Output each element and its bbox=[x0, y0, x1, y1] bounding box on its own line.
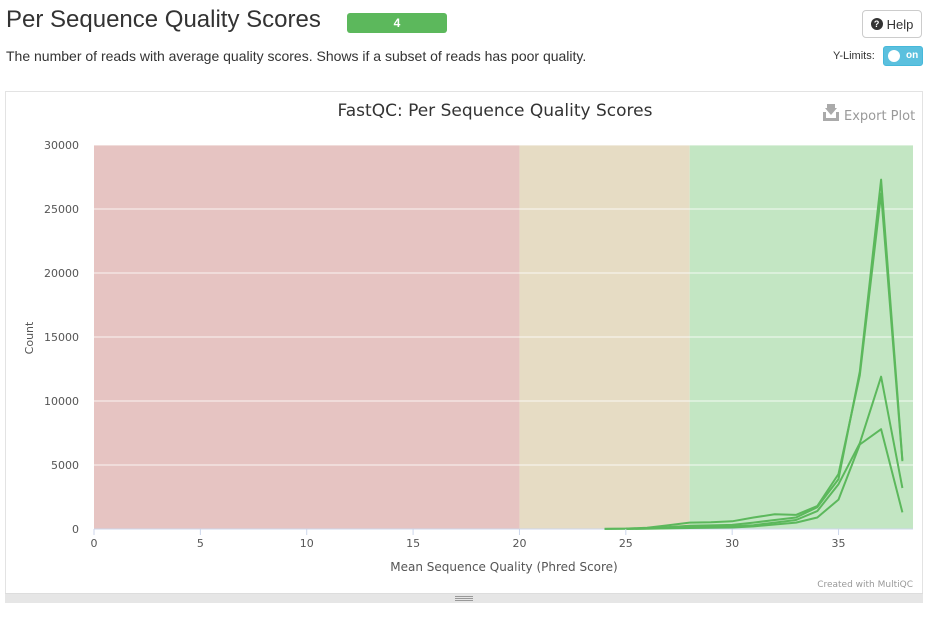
ylimits-toggle[interactable]: on bbox=[883, 46, 923, 66]
plot-panel: FastQC: Per Sequence Quality Scores Expo… bbox=[5, 91, 923, 601]
y-tick-label: 15000 bbox=[44, 331, 79, 344]
page-title: Per Sequence Quality Scores bbox=[6, 6, 321, 33]
series-line-2[interactable] bbox=[604, 192, 904, 530]
y-tick-label: 20000 bbox=[44, 267, 79, 280]
x-tick-label: 30 bbox=[725, 537, 739, 550]
y-tick-label: 0 bbox=[72, 523, 79, 536]
y-tick-label: 25000 bbox=[44, 203, 79, 216]
sample-count-badge: 4 bbox=[347, 13, 447, 33]
download-icon bbox=[823, 104, 839, 121]
grip-icon bbox=[455, 596, 473, 601]
x-axis-label: Mean Sequence Quality (Phred Score) bbox=[390, 560, 618, 574]
x-tick-label: 5 bbox=[197, 537, 204, 550]
export-plot-button[interactable]: Export Plot bbox=[823, 104, 915, 124]
toggle-knob bbox=[888, 50, 900, 62]
question-circle-icon: ? bbox=[870, 18, 883, 30]
help-button-label: Help bbox=[886, 16, 914, 32]
y-tick-label: 10000 bbox=[44, 395, 79, 408]
x-tick-label: 15 bbox=[406, 537, 420, 550]
toggle-state-label: on bbox=[906, 50, 919, 61]
y-tick-label: 30000 bbox=[44, 139, 79, 152]
x-tick-label: 0 bbox=[91, 537, 98, 550]
section-description: The number of reads with average quality… bbox=[6, 48, 587, 64]
y-axis-label: Count bbox=[23, 321, 36, 354]
y-tick-label: 5000 bbox=[51, 459, 79, 472]
plot-resize-handle[interactable] bbox=[5, 593, 923, 603]
x-tick-label: 10 bbox=[300, 537, 314, 550]
series-line-4[interactable] bbox=[625, 428, 904, 530]
x-tick-label: 35 bbox=[832, 537, 846, 550]
x-tick-label: 25 bbox=[619, 537, 633, 550]
chart-credit: Created with MultiQC bbox=[817, 580, 913, 590]
chart-title: FastQC: Per Sequence Quality Scores bbox=[338, 101, 653, 121]
ylimits-label: Y-Limits: bbox=[833, 50, 875, 62]
export-plot-label: Export Plot bbox=[844, 109, 915, 124]
x-tick-label: 20 bbox=[512, 537, 526, 550]
help-button[interactable]: ? Help bbox=[862, 10, 922, 38]
quality-scores-chart: FastQC: Per Sequence Quality Scores Expo… bbox=[23, 101, 915, 590]
